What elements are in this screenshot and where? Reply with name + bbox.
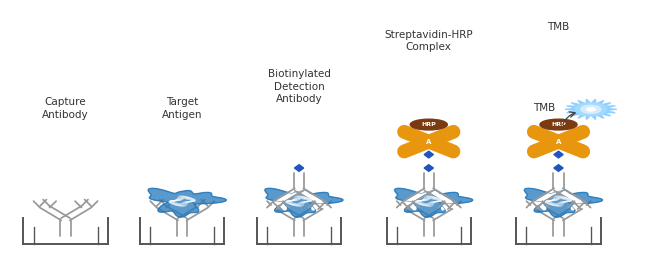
- Text: TMB: TMB: [533, 103, 555, 113]
- Polygon shape: [554, 165, 563, 171]
- Polygon shape: [525, 188, 603, 217]
- Polygon shape: [424, 165, 434, 171]
- Circle shape: [587, 108, 595, 111]
- Polygon shape: [554, 151, 563, 158]
- Polygon shape: [265, 188, 343, 217]
- FancyBboxPatch shape: [545, 136, 571, 147]
- Text: HRP: HRP: [551, 122, 566, 127]
- Polygon shape: [148, 188, 226, 217]
- Ellipse shape: [410, 119, 447, 130]
- Text: TMB: TMB: [547, 22, 569, 32]
- Polygon shape: [424, 151, 434, 158]
- Polygon shape: [395, 188, 473, 217]
- Text: A: A: [426, 139, 432, 145]
- FancyBboxPatch shape: [416, 136, 442, 147]
- Polygon shape: [294, 165, 304, 171]
- Text: Target
Antigen: Target Antigen: [162, 97, 203, 120]
- Text: HRP: HRP: [421, 122, 436, 127]
- Text: Biotinylated
Detection
Antibody: Biotinylated Detection Antibody: [268, 69, 330, 104]
- Text: A: A: [556, 139, 561, 145]
- Circle shape: [581, 105, 601, 113]
- Ellipse shape: [540, 119, 577, 130]
- Circle shape: [575, 103, 606, 115]
- Text: Capture
Antibody: Capture Antibody: [42, 97, 89, 120]
- Polygon shape: [565, 99, 617, 120]
- Text: Streptavidin-HRP
Complex: Streptavidin-HRP Complex: [384, 30, 473, 53]
